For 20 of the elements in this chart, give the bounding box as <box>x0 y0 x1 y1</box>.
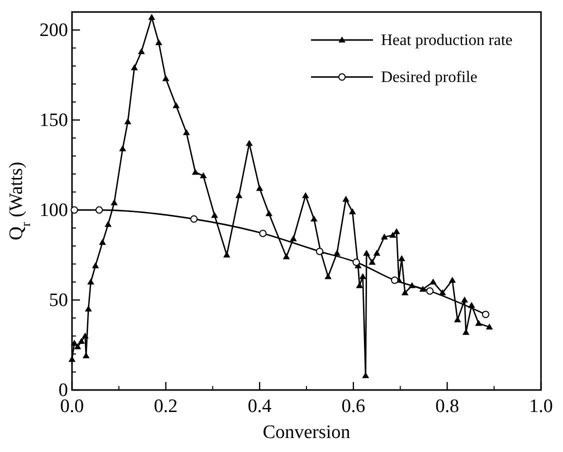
y-tick-label: 200 <box>40 20 68 41</box>
point <box>190 215 198 223</box>
x-tick-label: 0.6 <box>342 396 366 417</box>
point <box>96 206 103 214</box>
point <box>352 258 360 266</box>
point <box>390 276 398 284</box>
x-tick-label: 0.2 <box>154 396 178 417</box>
y-tick-label: 50 <box>49 290 68 311</box>
legend-label: Desired profile <box>381 69 478 86</box>
point <box>259 230 267 238</box>
y-tick-label: 100 <box>40 200 68 221</box>
y-tick-label: 150 <box>40 110 68 131</box>
x-tick-label: 0.8 <box>435 396 460 417</box>
point <box>482 310 490 318</box>
x-tick-label: 0.0 <box>60 396 84 417</box>
point <box>426 287 434 295</box>
x-tick-label: 0.4 <box>248 396 272 417</box>
legend-label: Heat production rate <box>381 32 512 49</box>
x-tick-label: 1.0 <box>529 396 553 417</box>
x-axis-title: Conversion <box>262 422 351 443</box>
